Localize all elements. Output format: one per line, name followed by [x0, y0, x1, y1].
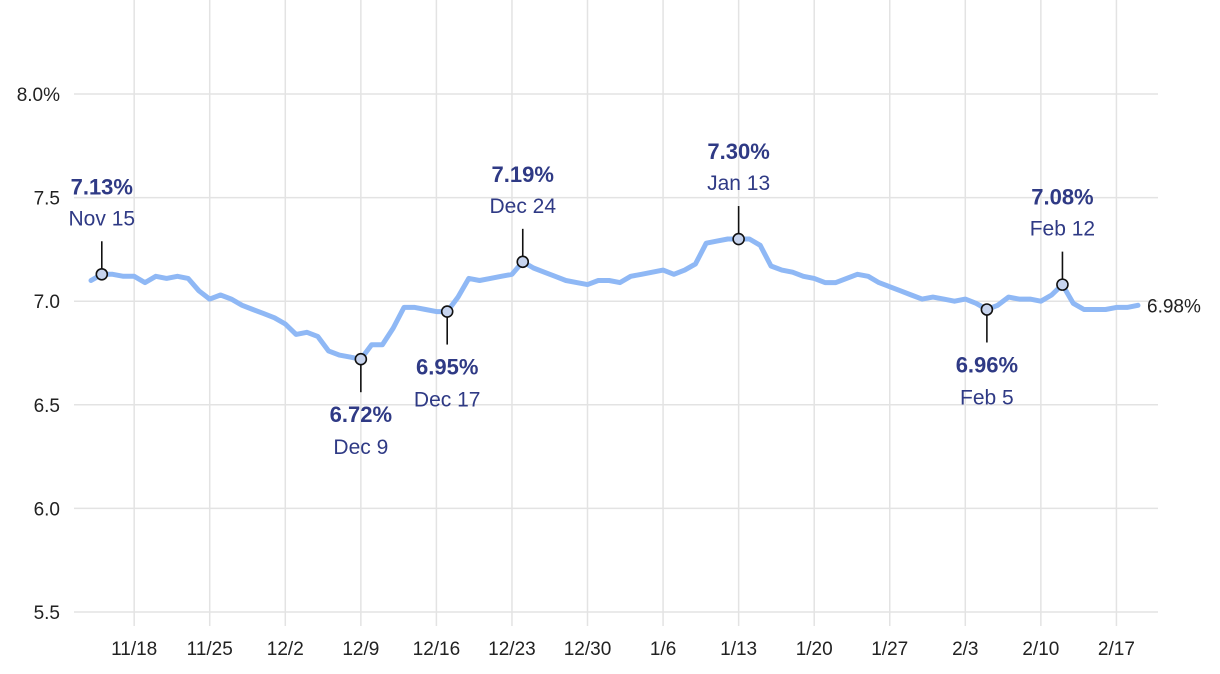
y-tick-label: 7.0: [34, 292, 60, 313]
x-tick-label: 2/17: [1098, 639, 1135, 660]
annotation: 7.30% Jan 13: [707, 139, 770, 246]
series-line: [88, 236, 1141, 362]
annotation-date-label: Feb 12: [1030, 218, 1095, 241]
annotation-value-label: 7.19%: [492, 162, 554, 187]
annotation-date-label: Dec 9: [333, 436, 388, 459]
annotation-date-label: Nov 15: [69, 207, 136, 230]
y-tick-label: 5.5: [34, 603, 60, 624]
annotation-marker: [440, 305, 454, 318]
annotation-marker: [354, 352, 368, 366]
y-axis: 8.0% 7.5 7.0 6.5 6.0 5.5: [17, 85, 60, 624]
annotation-value-label: 7.08%: [1031, 185, 1093, 210]
x-tick-label: 2/3: [952, 639, 978, 660]
annotation: 7.08% Feb 12: [1030, 185, 1095, 291]
x-tick-label: 11/18: [111, 639, 157, 660]
annotation-marker: [980, 303, 994, 316]
y-tick-label: 7.5: [34, 189, 60, 210]
annotation: 6.95% Dec 17: [414, 305, 481, 412]
x-tick-label: 11/25: [187, 639, 233, 660]
x-tick-label: 12/9: [342, 639, 379, 660]
gridlines: [74, 0, 1158, 626]
annotation-date-label: Dec 24: [489, 195, 556, 218]
y-tick-label: 6.5: [34, 396, 60, 417]
annotation: 6.96% Feb 5: [956, 303, 1018, 409]
x-axis: 11/18 11/25 12/2 12/9 12/16 12/23 12/30 1/6 1/13…: [111, 639, 1135, 660]
annotation-value-label: 7.13%: [71, 174, 133, 199]
annotation-marker: [516, 255, 530, 269]
annotation-value-label: 6.95%: [416, 355, 478, 380]
x-tick-label: 12/2: [267, 639, 304, 660]
annotation-marker: [1056, 278, 1069, 291]
x-tick-label: 12/23: [488, 639, 536, 660]
annotation-marker: [95, 267, 109, 281]
annotation-marker: [732, 232, 745, 246]
annotation-date-label: Dec 17: [414, 389, 481, 412]
annotation: 7.19% Dec 24: [489, 162, 556, 269]
x-tick-label: 1/20: [796, 639, 833, 660]
x-tick-label: 1/13: [720, 639, 757, 660]
annotation-value-label: 6.72%: [330, 402, 392, 427]
y-tick-label: 6.0: [34, 499, 60, 520]
x-tick-label: 1/27: [871, 639, 908, 660]
x-tick-label: 12/16: [413, 639, 461, 660]
end-value-label: 6.98%: [1147, 296, 1201, 317]
annotations: 7.13% Nov 15 6.72% Dec 9 6.95% Dec 17 7.19% Dec…: [69, 139, 1096, 459]
annotation-value-label: 6.96%: [956, 352, 1018, 377]
annotation-value-label: 7.30%: [707, 139, 769, 164]
x-tick-label: 2/10: [1022, 639, 1059, 660]
annotation: 6.72% Dec 9: [330, 352, 392, 459]
x-tick-label: 12/30: [564, 639, 612, 660]
annotation-date-label: Feb 5: [960, 386, 1014, 409]
y-tick-label: 8.0%: [17, 85, 60, 106]
x-tick-label: 1/6: [650, 639, 676, 660]
annotation: 7.13% Nov 15: [69, 174, 136, 281]
annotation-date-label: Jan 13: [707, 172, 770, 195]
